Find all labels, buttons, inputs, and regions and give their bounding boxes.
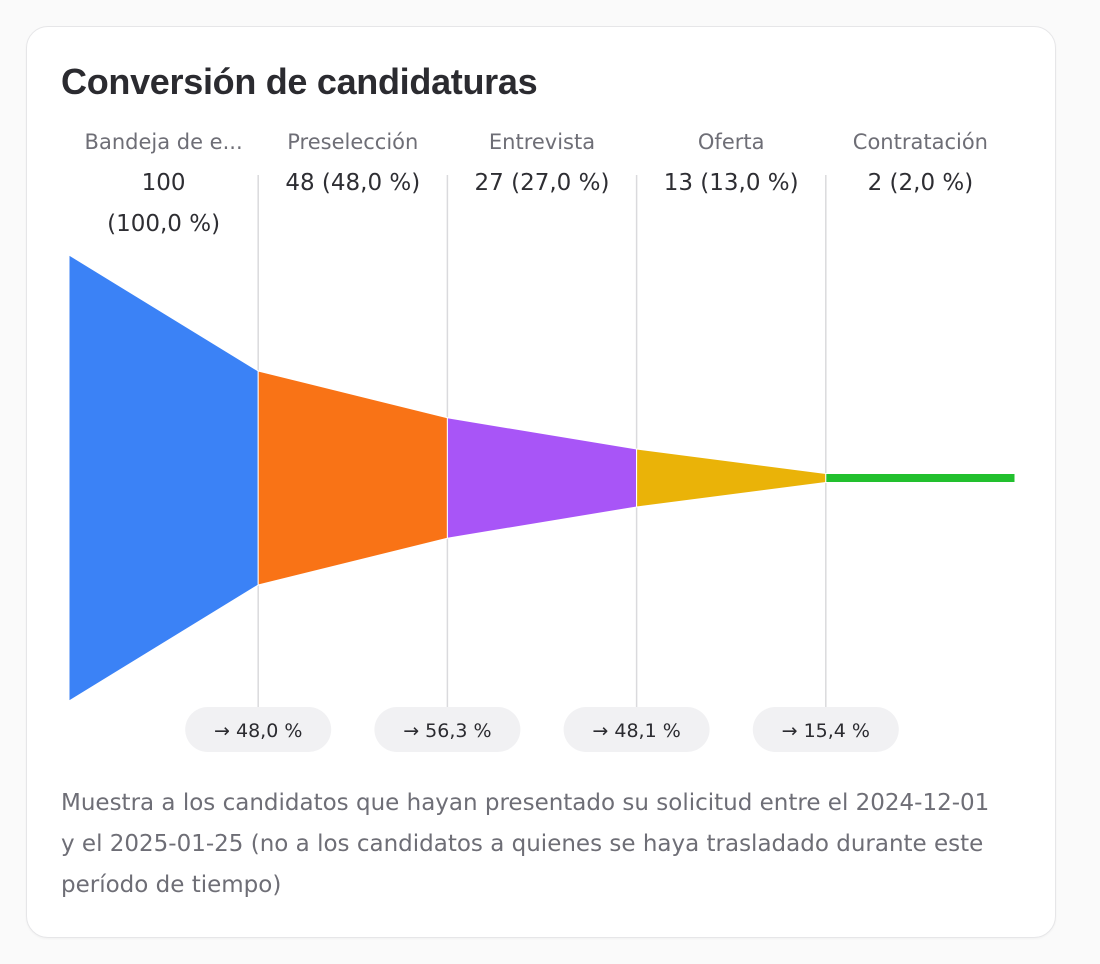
conversion-rate: → 48,0 %	[214, 720, 302, 742]
conversion-pill-bg	[374, 707, 521, 752]
stage-label: Preselección	[287, 130, 418, 154]
stage-value: 48 (48,0 %)	[285, 170, 420, 196]
conversion-pill-bg	[185, 707, 332, 752]
funnel-segment-2	[257, 370, 448, 586]
stage-value: 27 (27,0 %)	[475, 170, 610, 196]
footnote: Muestra a los candidatos que hayan prese…	[61, 790, 990, 898]
funnel-segment-5	[825, 473, 1016, 483]
stage-label: Contratación	[853, 130, 988, 154]
conversion-pill: → 48,1 %	[563, 707, 710, 752]
conversion-pill: → 48,0 %	[185, 707, 332, 752]
card-title: Conversión de candidaturas	[61, 61, 538, 102]
stage-value: 100	[142, 170, 186, 196]
stage-value: (100,0 %)	[107, 211, 220, 237]
conversion-pill: → 56,3 %	[374, 707, 521, 752]
stage-label: Bandeja de e...	[85, 130, 243, 154]
funnel-card: Conversión de candidaturas Bandeja de e.…	[26, 26, 1056, 938]
conversion-pill-bg	[752, 707, 899, 752]
conversion-pill: → 15,4 %	[752, 707, 899, 752]
funnel-segment-1	[68, 254, 259, 702]
funnel-chart: Bandeja de e... 100 (100,0 %) Preselección 4…	[68, 130, 1016, 752]
conversion-pill-bg	[563, 707, 710, 752]
stage-label: Oferta	[698, 130, 765, 154]
funnel-segment-4	[636, 448, 827, 508]
conversion-rate: → 56,3 %	[403, 720, 491, 742]
stage-value: 2 (2,0 %)	[868, 170, 974, 196]
stage-value: 13 (13,0 %)	[664, 170, 799, 196]
stage-label: Entrevista	[489, 130, 595, 154]
funnel-segment-3	[446, 417, 638, 539]
conversion-rate: → 15,4 %	[782, 720, 870, 742]
conversion-rate: → 48,1 %	[592, 720, 680, 742]
